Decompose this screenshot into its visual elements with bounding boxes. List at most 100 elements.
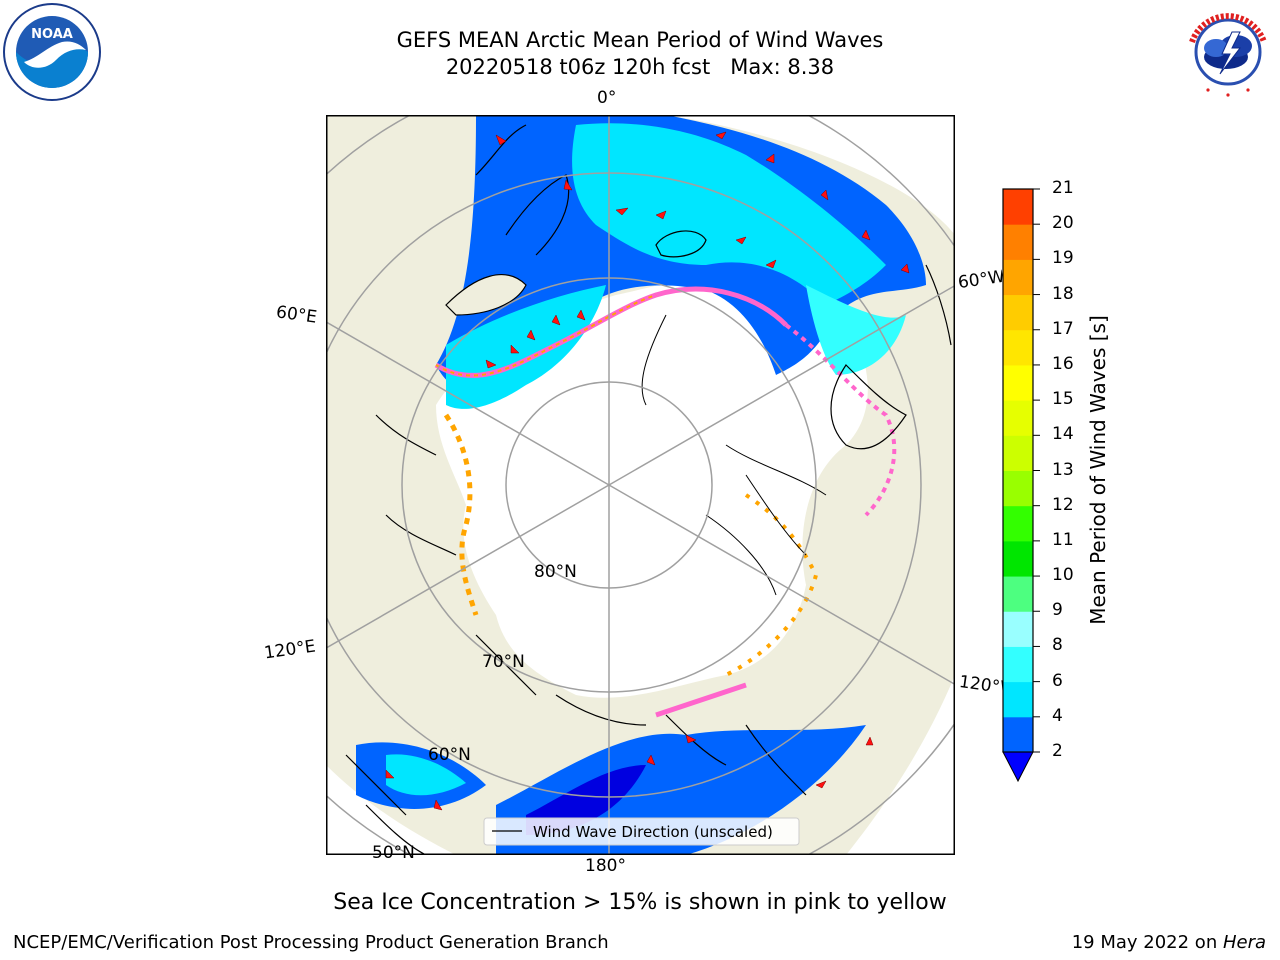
grid-label-120w: 120°W — [957, 671, 1006, 699]
colorbar-tick-labels: 2 4 6 8 9 10 11 12 13 14 15 16 17 18 19 20 21 — [1052, 178, 1092, 785]
coastline-kamchatka — [345, 754, 427, 855]
wave-arrow — [615, 207, 629, 216]
wave-arrow — [765, 153, 775, 164]
wave-direction-arrows — [385, 131, 910, 811]
colorbar-ticks — [1033, 188, 1040, 753]
wave-field-barents — [446, 285, 606, 409]
ice-edge-bering — [655, 682, 747, 718]
grid-label-0: 0° — [597, 88, 617, 108]
coastline-alaska — [665, 714, 807, 796]
wave-arrow — [563, 179, 573, 191]
wave-arrow — [433, 799, 443, 811]
colorbar — [1002, 188, 1040, 783]
colorbar-segment — [1003, 224, 1033, 260]
grid-label-60e: 60°E — [274, 302, 319, 328]
colorbar-segment — [1003, 400, 1033, 436]
colorbar-segment — [1003, 364, 1033, 401]
title-line-2: 20220518 t06z 120h fcst Max: 8.38 — [445, 55, 835, 79]
colorbar-tick-label: 13 — [1052, 459, 1074, 480]
footer-credit: NCEP/EMC/Verification Post Processing Pr… — [13, 932, 609, 953]
footer-date: 19 May 2022 on Hera — [1072, 932, 1266, 953]
wave-arrow — [765, 259, 777, 269]
wave-arrow — [685, 734, 697, 744]
wave-arrow — [715, 131, 727, 140]
colorbar-tick-label: 6 — [1052, 670, 1063, 691]
wave-arrow — [495, 134, 507, 146]
outside-domain-se — [846, 675, 955, 855]
ice-edge-canada — [784, 323, 897, 517]
wave-arrow — [865, 736, 874, 746]
nws-logo — [1180, 4, 1276, 100]
coastline-scandinavia — [475, 124, 707, 258]
colorbar-tick-label: 16 — [1052, 353, 1074, 374]
map-legend-box — [483, 817, 800, 846]
noaa-logo: NOAA — [3, 3, 101, 101]
grid-label-120e: 120°E — [262, 636, 317, 664]
wave-arrow — [655, 210, 667, 220]
outside-domain-ne — [666, 115, 955, 235]
colorbar-tick-label: 20 — [1052, 213, 1074, 234]
title-line-1: GEFS MEAN Arctic Mean Period of Wind Wav… — [396, 28, 884, 52]
grid-label-80n: 80°N — [534, 562, 577, 582]
wave-arrow — [526, 329, 536, 341]
wave-field-okhotsk-inner — [386, 754, 466, 796]
wave-arrow — [735, 236, 747, 245]
ice-edge-atlantic-orange — [435, 294, 657, 377]
colorbar-tick-label: 21 — [1052, 178, 1074, 198]
ice-edge-archipelago — [725, 493, 819, 677]
wave-arrow — [646, 754, 656, 766]
colorbar-segment — [1003, 294, 1033, 331]
outside-domain-sw — [326, 765, 456, 855]
sea-ice — [436, 274, 868, 698]
colorbar-segment — [1003, 540, 1033, 577]
colorbar-segment — [1003, 470, 1033, 507]
colorbar-segment — [1003, 189, 1033, 225]
noaa-logo-text: NOAA — [31, 27, 73, 42]
colorbar-segment — [1003, 505, 1033, 542]
wave-arrow — [815, 780, 827, 789]
map-frame — [326, 115, 955, 855]
grid-label-180: 180° — [585, 856, 626, 876]
wave-arrow — [551, 314, 561, 326]
meridian-60w — [608, 284, 955, 486]
wave-arrow — [576, 309, 586, 321]
colorbar-tick-label: 10 — [1052, 565, 1074, 586]
map-title: GEFS MEAN Arctic Mean Period of Wind Wav… — [290, 27, 990, 81]
colorbar-segment — [1003, 681, 1033, 718]
colorbar-tick-label: 19 — [1052, 248, 1074, 269]
wave-arrow — [385, 769, 395, 779]
colorbar-segment — [1003, 576, 1033, 612]
wave-arrow — [510, 344, 520, 354]
grid-label-70n: 70°N — [482, 652, 525, 672]
wave-field-norwegian-sea — [572, 123, 886, 305]
colorbar-tick-label: 4 — [1052, 705, 1063, 726]
colorbar-label: Mean Period of Wind Waves [s] — [1086, 315, 1110, 625]
colorbar-tick-label: 17 — [1052, 318, 1074, 339]
grid-label-60w: 60°W — [956, 266, 1005, 294]
colorbar-tick-label: 14 — [1052, 424, 1074, 445]
polar-map: Wind Wave Direction (unscaled) — [326, 115, 955, 855]
colorbar-tick-label: 15 — [1052, 389, 1074, 410]
coastline-svalbard — [641, 314, 667, 406]
colorbar-tick-label: 18 — [1052, 283, 1074, 304]
colorbar-segment — [1003, 716, 1033, 753]
footer-date-prefix: 19 May 2022 on — [1071, 932, 1223, 953]
meridian-60e — [326, 321, 610, 486]
grid-label-50n: 50°N — [372, 843, 415, 863]
coastline-novaya-zemlya — [445, 274, 527, 316]
coastline-greenland — [830, 264, 952, 450]
colorbar-tick-label: 2 — [1052, 741, 1063, 761]
wave-field-greenland-sea — [806, 285, 906, 375]
colorbar-tick-label: 12 — [1052, 494, 1074, 515]
meridian-120e — [326, 484, 610, 649]
wave-arrow — [485, 359, 497, 369]
colorbar-segment — [1003, 611, 1033, 647]
graticule — [326, 115, 955, 855]
colorbar-segment — [1003, 259, 1033, 296]
footer-date-host: Hera — [1222, 932, 1266, 953]
colorbar-segment — [1003, 435, 1033, 471]
wave-arrow — [820, 189, 829, 201]
meridian-120w — [608, 484, 955, 686]
colorbar-tick-label: 11 — [1052, 529, 1074, 550]
grid-label-60n: 60°N — [428, 745, 471, 765]
